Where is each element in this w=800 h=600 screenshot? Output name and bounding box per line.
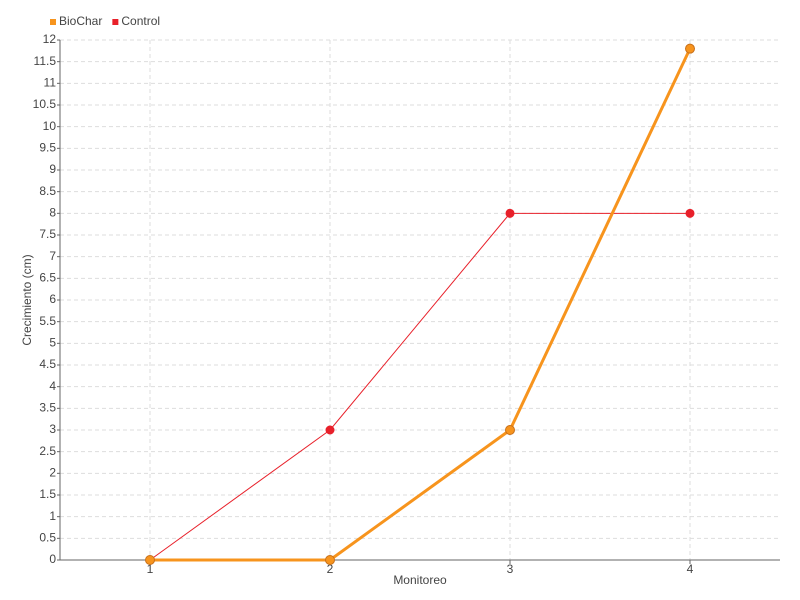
y-tick-label: 1	[49, 509, 56, 523]
legend-label: Control	[121, 14, 160, 28]
y-tick-label: 11.5	[34, 54, 57, 68]
y-tick-label: 8	[49, 206, 56, 220]
y-tick-label: 7.5	[39, 227, 56, 241]
data-point	[685, 43, 695, 54]
y-tick-label: 2.5	[39, 444, 56, 458]
data-point	[685, 208, 695, 218]
y-tick-label: 8.5	[39, 184, 56, 198]
series-line	[149, 212, 690, 561]
y-tick-label: 5	[49, 336, 56, 350]
legend-swatch	[112, 19, 119, 25]
legend-label: BioChar	[59, 14, 102, 28]
y-tick-label: 12	[43, 32, 57, 46]
x-tick-label: 1	[147, 562, 154, 576]
x-tick-label: 2	[327, 562, 334, 576]
series-line	[150, 48, 692, 562]
data-point	[325, 555, 335, 565]
data-point	[505, 208, 515, 218]
y-tick-label: 1.5	[39, 487, 56, 501]
y-tick-label: 3.5	[39, 401, 56, 415]
y-tick-label: 11	[44, 76, 57, 90]
x-tick-label: 4	[687, 562, 694, 576]
legend-swatch	[50, 19, 56, 25]
y-tick-label: 9.5	[39, 141, 56, 155]
y-tick-label: 9	[49, 162, 56, 176]
y-tick-label: 4	[49, 379, 56, 393]
y-tick-label: 3	[49, 422, 56, 436]
data-point	[505, 425, 515, 435]
y-axis-label: Crecimiento (cm)	[20, 254, 34, 345]
y-tick-label: 6.5	[39, 271, 56, 285]
data-point	[145, 555, 155, 565]
y-tick-label: 6	[49, 292, 56, 306]
y-tick-label: 10	[43, 119, 57, 133]
y-tick-label: 4.5	[39, 357, 56, 371]
data-point	[325, 425, 335, 435]
y-tick-label: 0.5	[39, 531, 56, 545]
y-tick-label: 5.5	[39, 314, 56, 328]
x-tick-label: 3	[507, 562, 514, 576]
x-axis-label: Monitoreo	[393, 573, 447, 587]
y-tick-label: 10.5	[33, 97, 57, 111]
y-tick-label: 2	[49, 466, 56, 480]
y-tick-label: 7	[49, 249, 56, 263]
y-tick-label: 0	[49, 552, 56, 566]
